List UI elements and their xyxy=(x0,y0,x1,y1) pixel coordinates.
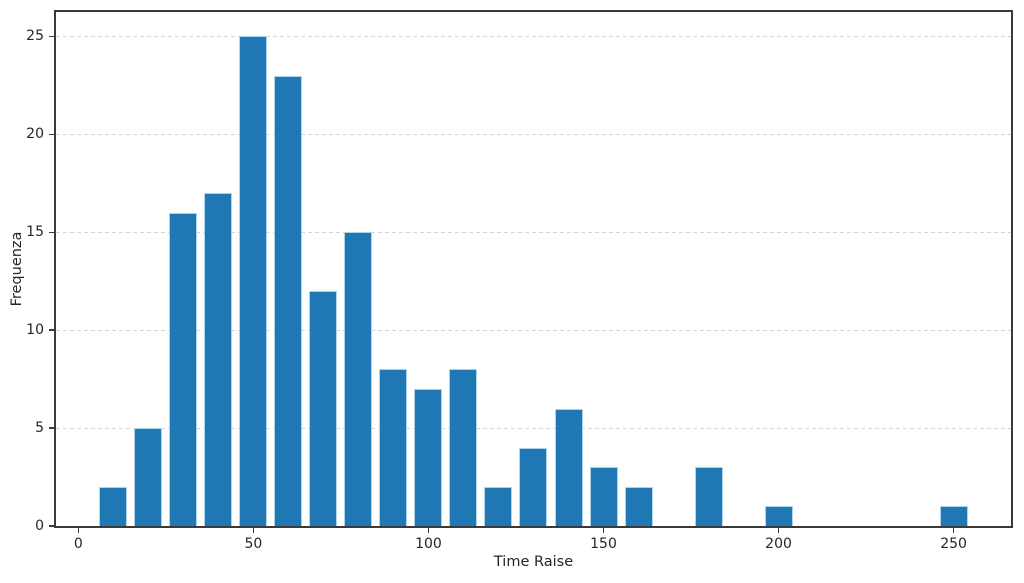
y-tick-mark xyxy=(49,427,54,429)
plot-area xyxy=(54,10,1013,528)
bar xyxy=(554,408,583,526)
y-tick-mark xyxy=(49,329,54,331)
y-tick-mark xyxy=(49,231,54,234)
x-tick-mark xyxy=(602,528,605,533)
gridline-y-10 xyxy=(56,329,1011,331)
bar xyxy=(204,193,233,526)
y-tick-mark xyxy=(49,35,54,38)
y-tick-mark xyxy=(49,525,54,527)
bar xyxy=(134,428,163,526)
y-axis-label: Frequenza xyxy=(9,231,25,307)
y-tick-label: 5 xyxy=(35,420,44,437)
y-tick-label: 25 xyxy=(26,28,44,45)
bar xyxy=(589,467,618,526)
x-axis-label: Time Raise xyxy=(493,554,574,570)
x-tick-mark xyxy=(77,528,80,533)
x-tick-label: 250 xyxy=(940,536,967,552)
bar xyxy=(624,486,653,526)
x-tick-mark xyxy=(427,528,430,533)
bar xyxy=(239,36,268,526)
bar xyxy=(274,75,303,526)
bar xyxy=(449,369,478,526)
x-tick-mark xyxy=(952,528,955,533)
bar xyxy=(764,506,793,526)
gridline-y-20 xyxy=(56,133,1011,135)
bar xyxy=(939,506,968,526)
x-tick-label: 200 xyxy=(765,536,792,552)
x-tick-label: 100 xyxy=(415,536,442,552)
bar xyxy=(694,467,723,526)
gridline-y-25 xyxy=(56,35,1011,37)
bar xyxy=(519,447,548,526)
bar xyxy=(309,291,338,526)
gridline-y-15 xyxy=(56,231,1011,233)
y-tick-label: 10 xyxy=(26,322,44,339)
y-tick-label: 20 xyxy=(26,126,44,143)
bar xyxy=(99,486,128,526)
gridline-y-5 xyxy=(56,427,1011,429)
x-tick-label: 0 xyxy=(73,536,83,552)
bar xyxy=(344,232,373,526)
y-tick-mark xyxy=(49,133,54,136)
x-tick-mark xyxy=(252,528,255,533)
x-tick-label: 150 xyxy=(590,536,617,552)
bar xyxy=(169,212,198,526)
x-tick-mark xyxy=(777,528,780,533)
bar xyxy=(414,388,443,526)
bar xyxy=(484,486,513,526)
x-tick-label: 50 xyxy=(244,536,263,552)
bar xyxy=(379,369,408,526)
y-tick-label: 0 xyxy=(35,518,44,534)
y-tick-label: 15 xyxy=(26,224,44,241)
